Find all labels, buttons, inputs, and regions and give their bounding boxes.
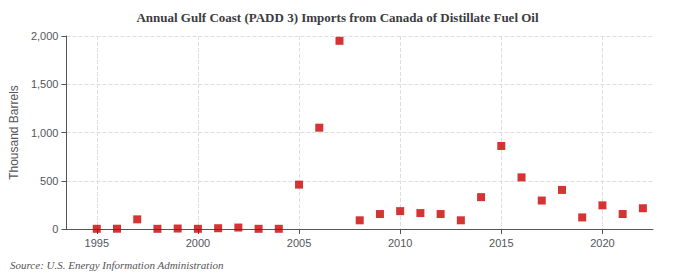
svg-text:500: 500 xyxy=(40,175,58,187)
svg-text:Thousand Barrels: Thousand Barrels xyxy=(7,85,21,180)
svg-text:2015: 2015 xyxy=(489,237,513,249)
svg-text:Source: U.S. Energy Informatio: Source: U.S. Energy Information Administ… xyxy=(10,259,224,271)
svg-text:2020: 2020 xyxy=(590,237,614,249)
svg-text:1,500: 1,500 xyxy=(31,78,59,90)
svg-text:2,000: 2,000 xyxy=(31,30,59,42)
svg-text:0: 0 xyxy=(52,223,58,235)
svg-text:Annual Gulf Coast (PADD 3) Imp: Annual Gulf Coast (PADD 3) Imports from … xyxy=(136,10,539,25)
svg-text:1,000: 1,000 xyxy=(31,127,59,139)
svg-text:2000: 2000 xyxy=(186,237,210,249)
svg-text:2010: 2010 xyxy=(388,237,412,249)
svg-text:1995: 1995 xyxy=(85,237,109,249)
svg-text:2005: 2005 xyxy=(287,237,311,249)
